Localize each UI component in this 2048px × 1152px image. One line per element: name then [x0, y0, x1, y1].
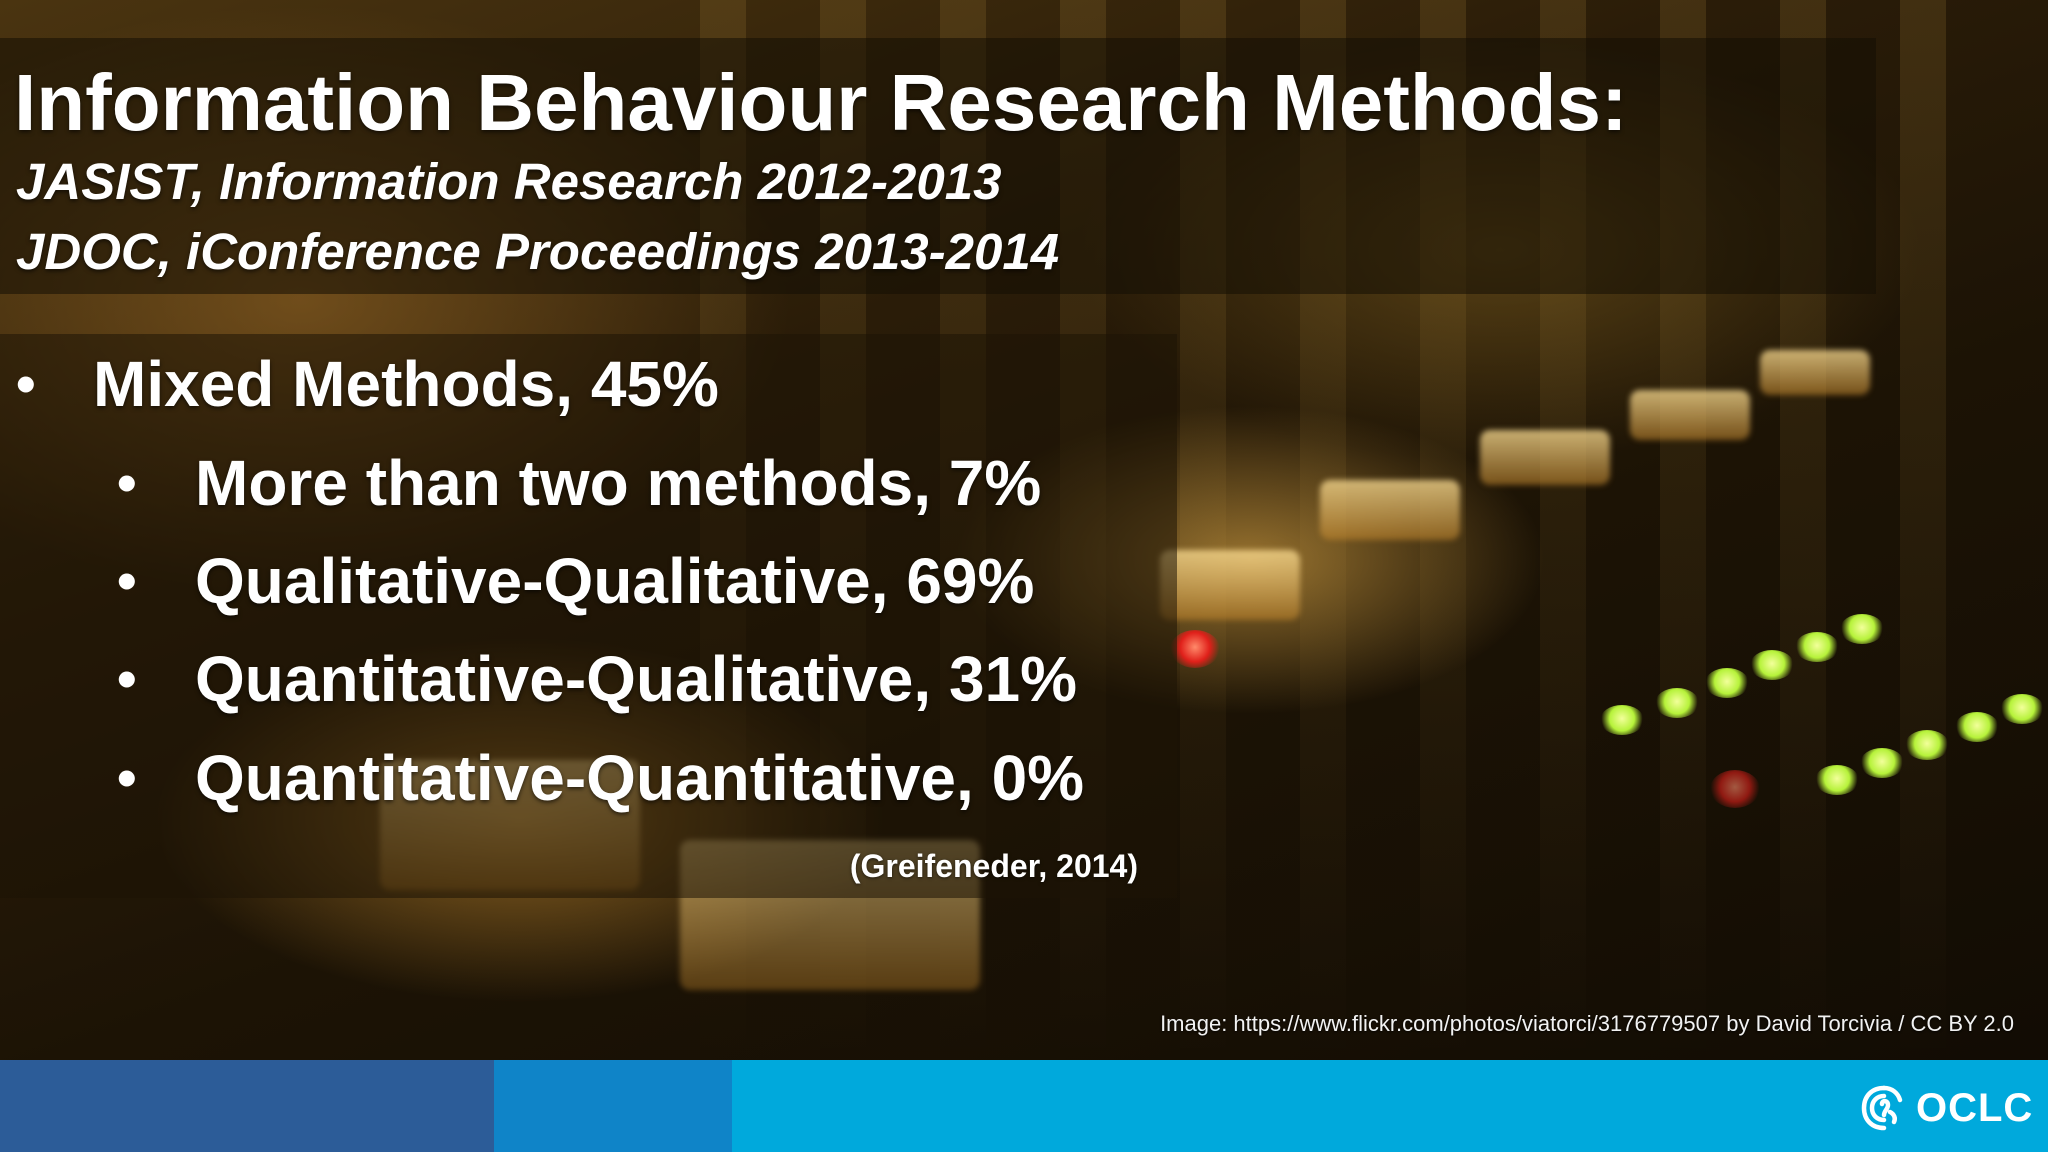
- footer-segment-dark: [0, 1060, 494, 1152]
- bullet-marker: •: [117, 549, 137, 612]
- bullet-marker: •: [117, 647, 137, 710]
- oclc-logo: OCLC: [1858, 1080, 2033, 1136]
- citation: (Greifeneder, 2014): [849, 848, 1138, 884]
- slide-subtitle-line-1: JASIST, Information Research 2012-2013: [16, 153, 1002, 210]
- footer-bar: OCLC: [0, 1060, 2048, 1152]
- title-band: [0, 38, 1876, 294]
- bullet-qualitative-qualitative: Qualitative-Qualitative, 69%: [195, 545, 1035, 617]
- bullet-marker: •: [117, 746, 137, 809]
- bullet-quantitative-qualitative: Quantitative-Qualitative, 31%: [195, 643, 1078, 715]
- bullet-marker: •: [16, 352, 36, 415]
- footer-segment-light: [732, 1060, 2048, 1152]
- oclc-logo-text: OCLC: [1916, 1086, 2034, 1130]
- slide-subtitle-line-2: JDOC, iConference Proceedings 2013-2014: [16, 223, 1060, 280]
- bullet-marker: •: [117, 451, 137, 514]
- image-credit: Image: https://www.flickr.com/photos/via…: [1160, 1011, 2014, 1036]
- slide-title: Information Behaviour Research Methods:: [14, 58, 1628, 147]
- bullet-panel: [0, 334, 1177, 898]
- oclc-logo-icon: [1861, 1085, 1903, 1131]
- footer-segment-mid: [494, 1060, 732, 1152]
- bullet-quantitative-quantitative: Quantitative-Quantitative, 0%: [195, 742, 1085, 814]
- bullet-more-than-two-methods: More than two methods, 7%: [195, 447, 1042, 519]
- bullet-mixed-methods: Mixed Methods, 45%: [93, 348, 719, 420]
